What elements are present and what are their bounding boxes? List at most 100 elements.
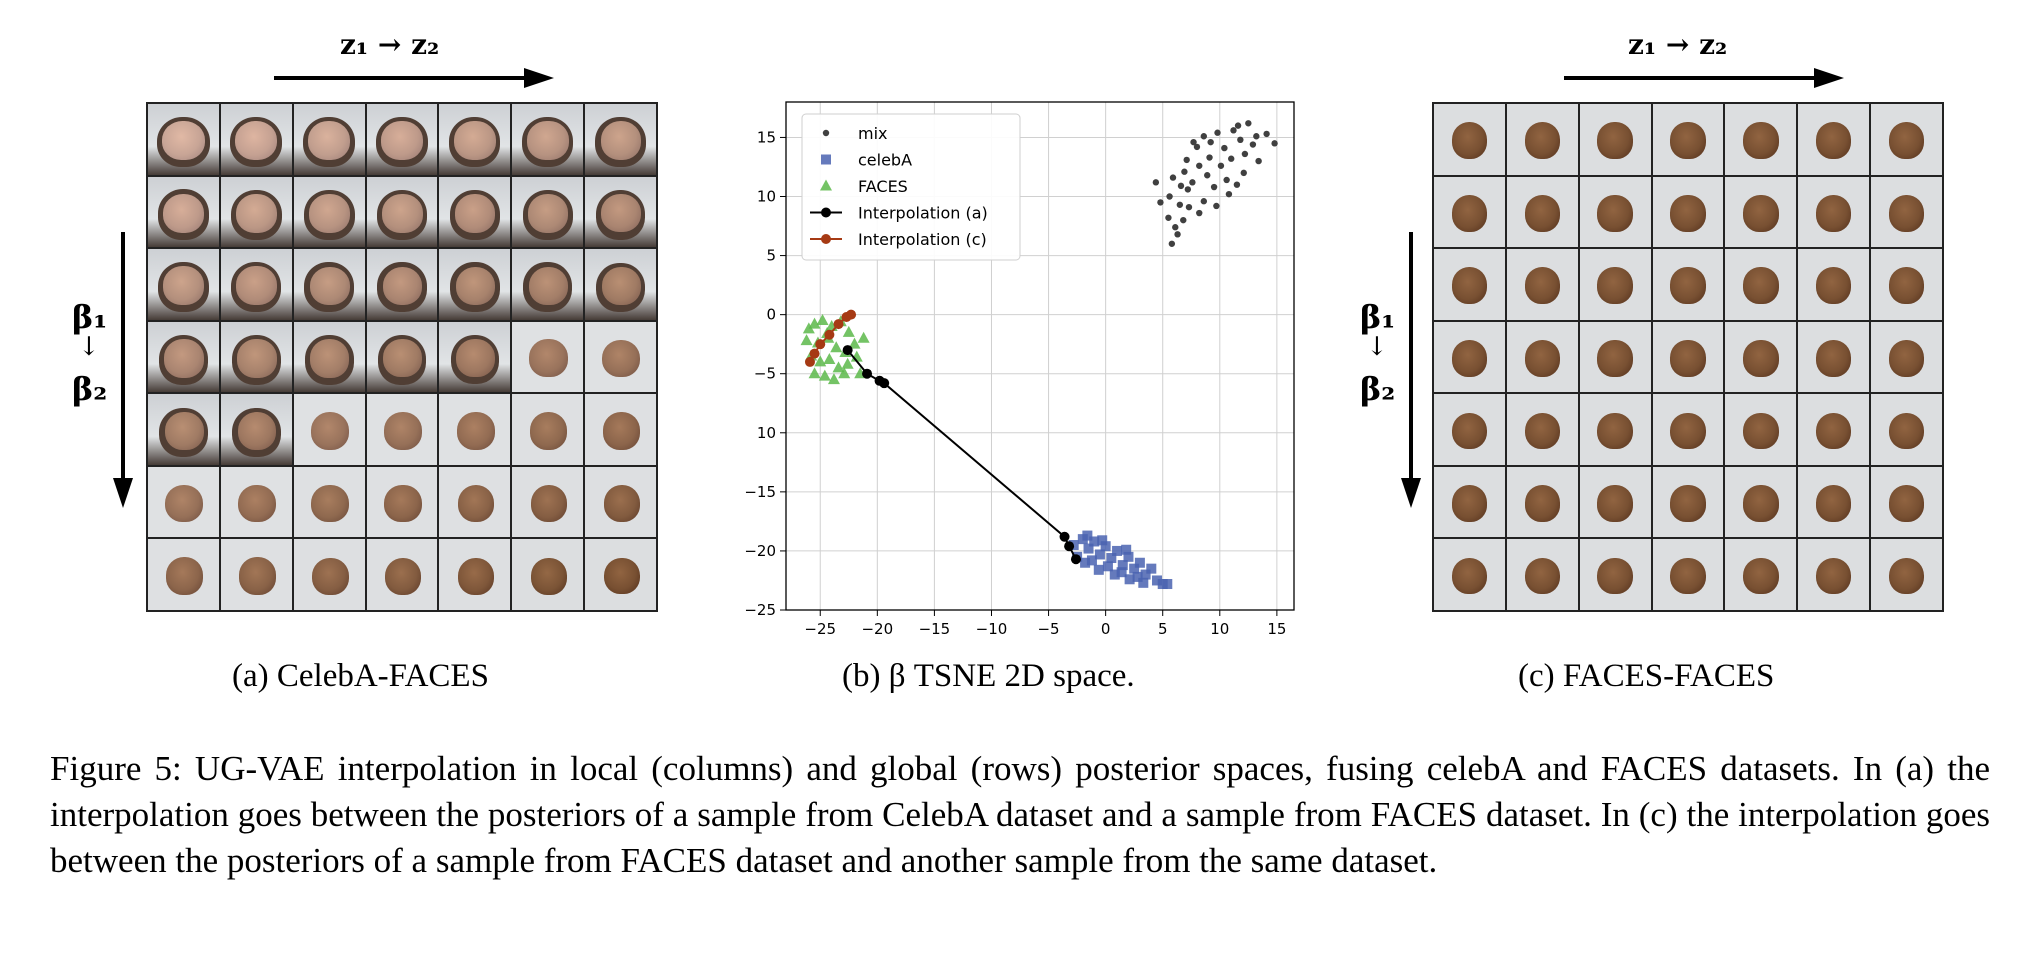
- face-icon: [1743, 194, 1779, 232]
- celeba-point: [1083, 543, 1094, 554]
- faces-point: [808, 317, 821, 329]
- celeba-point: [1082, 530, 1093, 541]
- faces-point: [827, 373, 840, 385]
- face-icon: [1815, 122, 1852, 160]
- mix-point: [1225, 190, 1233, 198]
- face-icon: [602, 339, 641, 378]
- interpolation-c-point: [804, 356, 815, 367]
- face-icon: [1670, 485, 1706, 522]
- face-icon: [457, 484, 495, 523]
- face-image-cell: [147, 538, 220, 611]
- panel-c-top-arrow-label: z₁ → z₂: [1628, 28, 1728, 61]
- mix-point: [1213, 202, 1220, 210]
- interpolation-c-point: [824, 329, 835, 340]
- face-image-cell: [1578, 103, 1652, 176]
- mix-point: [1240, 169, 1247, 177]
- tsne-scatter-chart: −25 −20 −15 −10 −5 0 5 10 15 15 10 5 0 −5 10 −15 −20 −25 m…: [744, 101, 1295, 638]
- face-icon: [309, 266, 350, 306]
- face-icon: [1670, 557, 1706, 595]
- face-icon: [1888, 412, 1925, 450]
- face-image-cell: [1797, 538, 1871, 611]
- mix-point: [1233, 181, 1241, 188]
- face-image-cell: [1797, 103, 1871, 176]
- mix-point: [1253, 133, 1260, 140]
- face-icon: [1743, 412, 1779, 450]
- face-icon: [458, 557, 495, 595]
- face-image-cell: [1433, 465, 1506, 539]
- interpolation-a-point: [879, 378, 890, 389]
- celeba-point: [1109, 569, 1120, 580]
- x-tick-label: 15: [1267, 620, 1286, 638]
- face-image-cell: [1724, 465, 1798, 539]
- interpolation-c-point: [846, 309, 857, 320]
- interpolation-c-point: [815, 339, 826, 350]
- legend-label-interpolation-a: Interpolation (a): [858, 204, 988, 223]
- face-image-cell: [1433, 393, 1506, 466]
- face-image-cell: [147, 248, 220, 321]
- mix-point: [1223, 176, 1230, 184]
- face-icon: [455, 193, 496, 233]
- interpolation-a-point: [1064, 541, 1075, 552]
- panel-a-top-arrow-label: z₁ → z₂: [340, 28, 440, 61]
- face-image-cell: [1797, 465, 1871, 539]
- panel-a-side-label-top: β₁: [72, 298, 108, 336]
- y-tick-label: 0: [766, 306, 776, 324]
- face-icon: [1888, 340, 1925, 377]
- face-icon: [1524, 412, 1560, 450]
- celeba-point: [1140, 569, 1151, 580]
- mix-point: [1196, 209, 1203, 217]
- celeba-point: [1116, 567, 1127, 578]
- face-icon: [1888, 557, 1925, 595]
- face-icon: [1815, 485, 1852, 522]
- face-image-cell: [1797, 175, 1871, 249]
- mix-point: [1189, 179, 1196, 186]
- mix-point: [1169, 174, 1177, 181]
- mix-point: [1214, 129, 1221, 136]
- y-tick-label: −25: [744, 601, 776, 619]
- mix-point: [1263, 130, 1270, 138]
- face-image-cell: [1433, 320, 1506, 394]
- face-icon: [1524, 485, 1560, 522]
- face-icon: [603, 412, 641, 450]
- celeba-point: [1138, 577, 1149, 588]
- faces-point: [857, 331, 870, 343]
- face-image-cell: [147, 320, 220, 394]
- face-icon: [1524, 267, 1560, 305]
- mix-point: [1228, 155, 1235, 162]
- face-icon: [530, 484, 568, 523]
- face-icon: [1597, 122, 1633, 160]
- face-image-cell: [1578, 393, 1652, 466]
- face-icon: [311, 484, 349, 523]
- celeba-point: [1094, 549, 1105, 560]
- panel-b-caption: (b) β TSNE 2D space.: [842, 658, 1135, 694]
- x-tick-label: −25: [804, 620, 836, 638]
- face-image-cell: [584, 393, 657, 466]
- y-tick-label: 10: [757, 424, 776, 442]
- face-image-cell: [1433, 248, 1506, 321]
- face-icon: [165, 484, 204, 523]
- face-image-cell: [1724, 320, 1798, 394]
- face-icon: [383, 339, 423, 378]
- face-image-cell: [438, 103, 512, 176]
- face-image-cell: [365, 103, 439, 176]
- face-image-cell: [292, 248, 366, 321]
- face-image-cell: [438, 320, 512, 394]
- face-image-cell: [1578, 465, 1652, 539]
- panel-a-image-grid: [146, 102, 658, 612]
- celeba-point: [1129, 563, 1140, 574]
- interpolation-c-point: [809, 348, 820, 359]
- face-icon: [1815, 340, 1852, 377]
- mix-point: [1183, 156, 1190, 164]
- face-icon: [1670, 267, 1706, 305]
- celeba-point: [1112, 545, 1123, 556]
- mix-point: [1177, 182, 1185, 190]
- faces-point: [800, 334, 813, 346]
- panel-c-image-grid: [1432, 102, 1944, 612]
- face-image-cell: [1724, 538, 1798, 611]
- celeba-point: [1124, 574, 1135, 585]
- mix-point: [1181, 168, 1188, 175]
- face-icon: [1451, 340, 1488, 377]
- legend-label-interpolation-c: Interpolation (c): [858, 230, 987, 249]
- face-icon: [310, 339, 350, 378]
- panel-a-right-arrow-icon: [274, 68, 554, 88]
